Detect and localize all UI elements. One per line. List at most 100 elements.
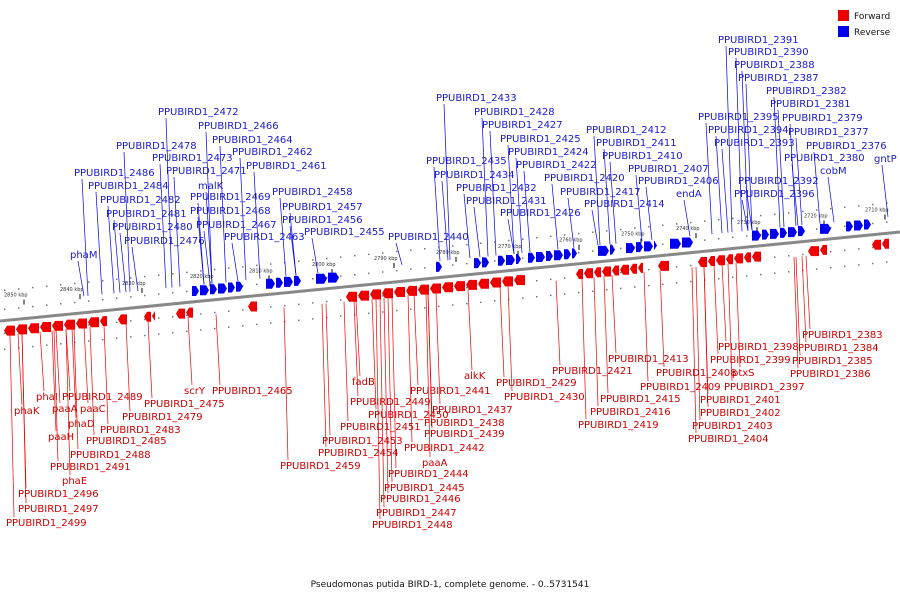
forward-gene[interactable]	[820, 244, 827, 255]
forward-gene[interactable]	[620, 264, 629, 275]
reverse-gene[interactable]	[210, 284, 217, 295]
forward-gene[interactable]	[454, 281, 465, 292]
reverse-gene[interactable]	[482, 257, 489, 268]
forward-gene[interactable]	[466, 279, 477, 290]
forward-gene[interactable]	[584, 268, 593, 279]
forward-gene[interactable]	[808, 246, 819, 257]
reverse-gene[interactable]	[218, 283, 227, 294]
reverse-gene[interactable]	[284, 276, 293, 287]
forward-gene[interactable]	[118, 314, 127, 325]
forward-gene[interactable]	[382, 288, 393, 299]
reverse-gene[interactable]	[536, 251, 545, 262]
reverse-gene[interactable]	[644, 241, 653, 252]
forward-gene[interactable]	[346, 291, 357, 302]
forward-gene[interactable]	[358, 290, 369, 301]
forward-gene[interactable]	[602, 266, 611, 277]
reverse-gene[interactable]	[546, 251, 553, 262]
reverse-gene[interactable]	[752, 230, 761, 241]
forward-gene[interactable]	[4, 325, 15, 336]
reverse-gene[interactable]	[192, 286, 199, 297]
reverse-gene[interactable]	[554, 250, 563, 261]
forward-gene-label: PPUBIRD1_2451	[340, 422, 421, 433]
forward-gene[interactable]	[872, 239, 881, 250]
forward-gene[interactable]	[490, 277, 501, 288]
forward-gene[interactable]	[370, 289, 381, 300]
reverse-gene[interactable]	[762, 229, 769, 240]
reverse-gene[interactable]	[266, 278, 275, 289]
reverse-gene[interactable]	[654, 240, 657, 251]
reverse-gene[interactable]	[200, 285, 209, 296]
reverse-gene[interactable]	[626, 243, 635, 254]
reverse-gene[interactable]	[316, 273, 327, 284]
forward-gene[interactable]	[394, 287, 405, 298]
forward-gene[interactable]	[478, 278, 489, 289]
reverse-gene[interactable]	[682, 237, 693, 248]
forward-gene[interactable]	[16, 324, 27, 335]
forward-gene-label: PPUBIRD1_2485	[86, 436, 167, 447]
forward-gene[interactable]	[28, 323, 39, 334]
forward-gene[interactable]	[726, 254, 733, 265]
reverse-gene[interactable]	[798, 226, 805, 237]
reverse-gene[interactable]	[474, 258, 481, 269]
reverse-gene[interactable]	[820, 223, 831, 234]
forward-gene[interactable]	[52, 320, 63, 331]
reverse-gene[interactable]	[276, 277, 283, 288]
forward-gene[interactable]	[698, 256, 707, 267]
track-dot	[872, 222, 874, 225]
reverse-gene[interactable]	[564, 249, 571, 260]
forward-gene[interactable]	[176, 308, 185, 319]
forward-gene[interactable]	[144, 311, 151, 322]
reverse-gene[interactable]	[636, 242, 643, 253]
forward-gene[interactable]	[630, 263, 637, 274]
forward-gene[interactable]	[612, 265, 619, 276]
reverse-gene[interactable]	[228, 282, 235, 293]
label-leader	[427, 293, 433, 429]
forward-gene[interactable]	[708, 255, 715, 266]
forward-gene[interactable]	[514, 275, 525, 286]
forward-gene[interactable]	[100, 316, 107, 327]
reverse-gene[interactable]	[236, 281, 243, 292]
forward-gene[interactable]	[430, 283, 441, 294]
reverse-gene[interactable]	[498, 255, 505, 266]
reverse-gene[interactable]	[770, 228, 779, 239]
forward-gene[interactable]	[40, 322, 51, 333]
forward-gene[interactable]	[64, 319, 75, 330]
forward-gene[interactable]	[418, 284, 429, 295]
track-dot	[536, 236, 538, 239]
reverse-gene[interactable]	[506, 254, 515, 265]
forward-gene[interactable]	[716, 255, 725, 266]
forward-gene[interactable]	[502, 276, 513, 287]
forward-gene[interactable]	[442, 282, 453, 293]
reverse-gene[interactable]	[328, 272, 339, 283]
reverse-gene[interactable]	[846, 221, 853, 232]
forward-gene[interactable]	[734, 253, 743, 264]
forward-gene[interactable]	[406, 285, 417, 296]
reverse-gene[interactable]	[864, 219, 871, 230]
reverse-gene[interactable]	[610, 244, 615, 255]
reverse-gene[interactable]	[780, 227, 787, 238]
forward-gene-label: PPUBIRD1_2404	[688, 434, 769, 445]
reverse-gene[interactable]	[854, 220, 863, 231]
forward-gene[interactable]	[752, 251, 761, 262]
forward-gene[interactable]	[882, 238, 889, 249]
forward-gene[interactable]	[186, 307, 193, 318]
track-dot	[102, 279, 104, 282]
forward-gene[interactable]	[152, 310, 155, 321]
reverse-gene[interactable]	[516, 253, 521, 264]
reverse-gene[interactable]	[670, 238, 681, 249]
reverse-gene[interactable]	[436, 261, 442, 272]
forward-gene[interactable]	[658, 260, 669, 271]
forward-gene[interactable]	[638, 262, 643, 273]
reverse-gene[interactable]	[294, 275, 301, 286]
reverse-gene[interactable]	[528, 252, 535, 263]
reverse-gene[interactable]	[598, 245, 609, 256]
reverse-gene[interactable]	[572, 248, 577, 259]
forward-gene[interactable]	[744, 252, 751, 263]
label-leader	[187, 316, 193, 386]
reverse-gene[interactable]	[788, 227, 797, 238]
forward-gene[interactable]	[88, 317, 99, 328]
forward-gene[interactable]	[594, 267, 601, 278]
forward-gene[interactable]	[76, 318, 87, 329]
forward-gene[interactable]	[576, 269, 583, 280]
forward-gene[interactable]	[248, 301, 257, 312]
